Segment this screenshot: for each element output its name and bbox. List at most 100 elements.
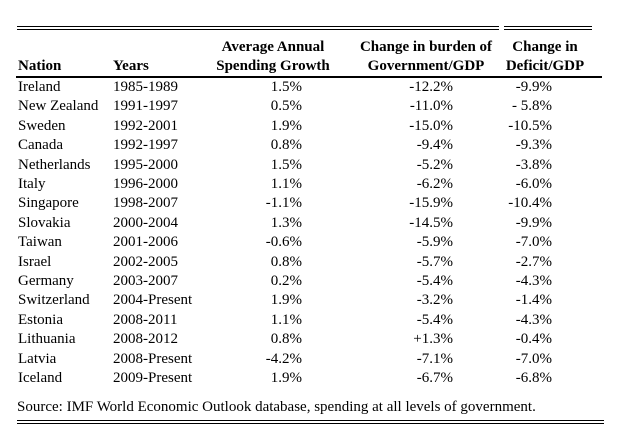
header-line1: Change in burden of: [359, 39, 493, 55]
nation-cell: Singapore: [18, 195, 79, 212]
government-burden-cell: -5.9%: [416, 234, 453, 251]
years-cell: 2009-Present: [113, 370, 193, 387]
deficit-cell: -7.0%: [515, 350, 552, 367]
header-line2: Spending Growth: [216, 58, 330, 74]
deficit-cell: -7.0%: [515, 234, 552, 251]
spending-growth-cell: 0.8%: [270, 253, 302, 270]
deficit-cell: -6.8%: [515, 370, 552, 387]
header-line1: Average Annual: [221, 39, 325, 55]
nation-cell: Ireland: [18, 79, 61, 95]
government-burden-cell: +1.3%: [413, 331, 453, 348]
table-row: Netherlands 1995-2000 1.5% -5.2% -3.8%: [16, 156, 602, 175]
years-cell: 2002-2005: [113, 253, 178, 270]
table-row: Singapore 1998-2007 -1.1% -15.9% -10.4%: [16, 194, 602, 213]
column-header-government-burden: Change in burden of Government/GDP: [338, 38, 502, 78]
government-burden-cell: -15.9%: [409, 195, 453, 212]
top-rule-left-segment: [17, 26, 499, 30]
spending-growth-table: Nation Years Average Annual Spending Gro…: [16, 38, 602, 389]
deficit-cell: -10.4%: [508, 195, 552, 212]
table-row: Taiwan 2001-2006 -0.6% -5.9% -7.0%: [16, 233, 602, 252]
table-body: Ireland 1985-1989 1.5% -12.2% -9.9% New …: [16, 77, 602, 389]
government-burden-cell: -6.7%: [416, 370, 453, 387]
column-header-nation: Nation: [16, 38, 111, 78]
header-line2: Nation: [18, 58, 62, 74]
nation-cell: Netherlands: [18, 156, 91, 173]
years-cell: 2008-2012: [113, 331, 178, 348]
years-cell: 2004-Present: [113, 292, 193, 309]
nation-cell: Canada: [18, 137, 63, 154]
spending-growth-cell: -0.6%: [265, 234, 302, 251]
column-header-deficit: Change in Deficit/GDP: [502, 38, 602, 78]
deficit-cell: -1.4%: [515, 292, 552, 309]
spending-growth-cell: 1.9%: [270, 117, 302, 134]
nation-cell: Lithuania: [18, 331, 76, 348]
government-burden-cell: -5.2%: [416, 156, 453, 173]
table-row: New Zealand 1991-1997 0.5% -11.0% - 5.8%: [16, 97, 602, 116]
table-row: Italy 1996-2000 1.1% -6.2% -6.0%: [16, 175, 602, 194]
nation-cell: Germany: [18, 273, 74, 290]
deficit-cell: - 5.8%: [512, 98, 552, 115]
spending-growth-cell: -4.2%: [265, 350, 302, 367]
bottom-rule: [17, 420, 604, 424]
government-burden-cell: -7.1%: [416, 350, 453, 367]
deficit-cell: -2.7%: [515, 253, 552, 270]
deficit-cell: -9.3%: [515, 137, 552, 154]
spending-growth-cell: 1.5%: [270, 79, 302, 95]
header-row: Nation Years Average Annual Spending Gro…: [16, 38, 602, 78]
source-note: Source: IMF World Economic Outlook datab…: [17, 399, 536, 415]
nation-cell: Israel: [18, 253, 52, 270]
years-cell: 1996-2000: [113, 176, 178, 193]
spending-growth-cell: 0.8%: [270, 331, 302, 348]
table-row: Lithuania 2008-2012 0.8% +1.3% -0.4%: [16, 330, 602, 349]
spending-growth-cell: -1.1%: [265, 195, 302, 212]
years-cell: 2001-2006: [113, 234, 178, 251]
nation-cell: New Zealand: [18, 98, 99, 115]
table-row: Switzerland 2004-Present 1.9% -3.2% -1.4…: [16, 291, 602, 310]
table-row: Latvia 2008-Present -4.2% -7.1% -7.0%: [16, 350, 602, 369]
top-rule-right-segment: [504, 26, 592, 30]
nation-cell: Italy: [18, 176, 46, 193]
nation-cell: Switzerland: [18, 292, 90, 309]
table-header: Nation Years Average Annual Spending Gro…: [16, 38, 602, 78]
table-row: Sweden 1992-2001 1.9% -15.0% -10.5%: [16, 117, 602, 136]
header-line2: Years: [113, 58, 149, 74]
table-row: Estonia 2008-2011 1.1% -5.4% -4.3%: [16, 311, 602, 330]
spending-growth-cell: 0.8%: [270, 137, 302, 154]
spending-growth-cell: 0.5%: [270, 98, 302, 115]
government-burden-cell: -15.0%: [409, 117, 453, 134]
header-line1: [16, 38, 111, 57]
years-cell: 2003-2007: [113, 273, 178, 290]
spending-growth-cell: 1.9%: [270, 292, 302, 309]
deficit-cell: -6.0%: [515, 176, 552, 193]
nation-cell: Sweden: [18, 117, 66, 134]
years-cell: 1995-2000: [113, 156, 178, 173]
government-burden-cell: -14.5%: [409, 214, 453, 231]
header-line1: [111, 38, 208, 57]
header-line1: Change in: [512, 39, 578, 55]
years-cell: 2008-Present: [113, 350, 193, 367]
table-row: Germany 2003-2007 0.2% -5.4% -4.3%: [16, 272, 602, 291]
deficit-cell: -4.3%: [515, 311, 552, 328]
government-burden-cell: -11.0%: [409, 98, 453, 115]
years-cell: 2008-2011: [113, 311, 178, 328]
spending-growth-cell: 1.5%: [270, 156, 302, 173]
deficit-cell: -9.9%: [515, 214, 552, 231]
years-cell: 1998-2007: [113, 195, 178, 212]
table-row: Ireland 1985-1989 1.5% -12.2% -9.9%: [16, 77, 602, 97]
deficit-cell: -10.5%: [508, 117, 552, 134]
years-cell: 1992-1997: [113, 137, 178, 154]
government-burden-cell: -5.4%: [416, 311, 453, 328]
nation-cell: Taiwan: [18, 234, 62, 251]
nation-cell: Latvia: [18, 350, 57, 367]
spending-growth-cell: 0.2%: [270, 273, 302, 290]
table-row: Iceland 2009-Present 1.9% -6.7% -6.8%: [16, 369, 602, 388]
deficit-cell: -0.4%: [515, 331, 552, 348]
deficit-cell: -9.9%: [515, 79, 552, 95]
government-burden-cell: -3.2%: [416, 292, 453, 309]
nation-cell: Estonia: [18, 311, 63, 328]
header-line2: Deficit/GDP: [505, 58, 585, 74]
years-cell: 2000-2004: [113, 214, 178, 231]
years-cell: 1991-1997: [113, 98, 178, 115]
table-row: Slovakia 2000-2004 1.3% -14.5% -9.9%: [16, 214, 602, 233]
